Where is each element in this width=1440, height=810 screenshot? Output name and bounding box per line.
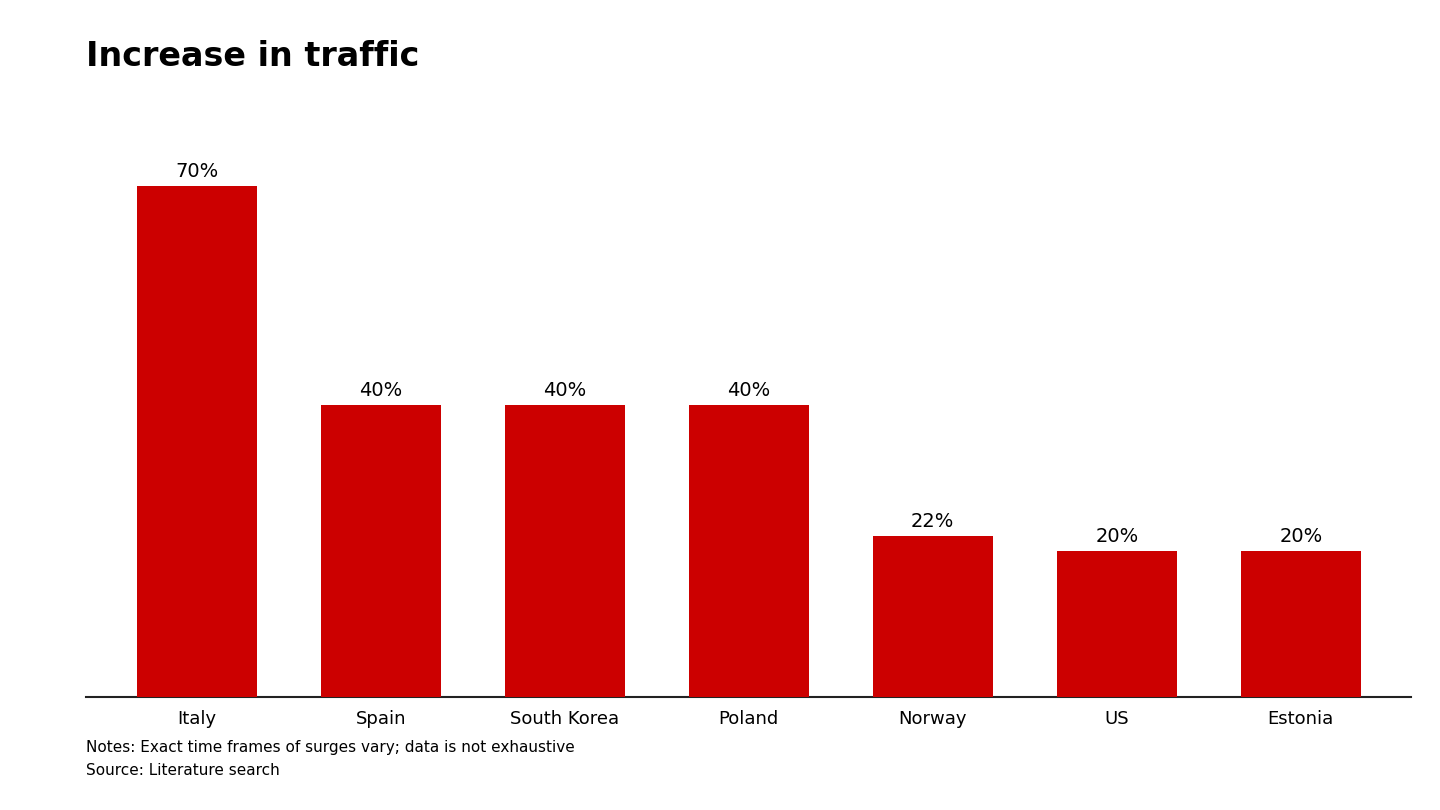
Text: Increase in traffic: Increase in traffic	[86, 40, 420, 73]
Bar	[505, 405, 625, 697]
Bar	[1057, 551, 1176, 697]
Bar	[873, 536, 992, 697]
Text: 20%: 20%	[1279, 526, 1322, 546]
Text: 40%: 40%	[359, 381, 402, 400]
Bar	[688, 405, 809, 697]
Bar	[321, 405, 441, 697]
Text: 70%: 70%	[176, 162, 219, 181]
Text: Notes: Exact time frames of surges vary; data is not exhaustive
Source: Literatu: Notes: Exact time frames of surges vary;…	[86, 740, 575, 778]
Text: 22%: 22%	[912, 512, 955, 531]
Text: 20%: 20%	[1096, 526, 1139, 546]
Bar	[1241, 551, 1361, 697]
Bar	[137, 186, 256, 697]
Text: 40%: 40%	[543, 381, 586, 400]
Text: 40%: 40%	[727, 381, 770, 400]
